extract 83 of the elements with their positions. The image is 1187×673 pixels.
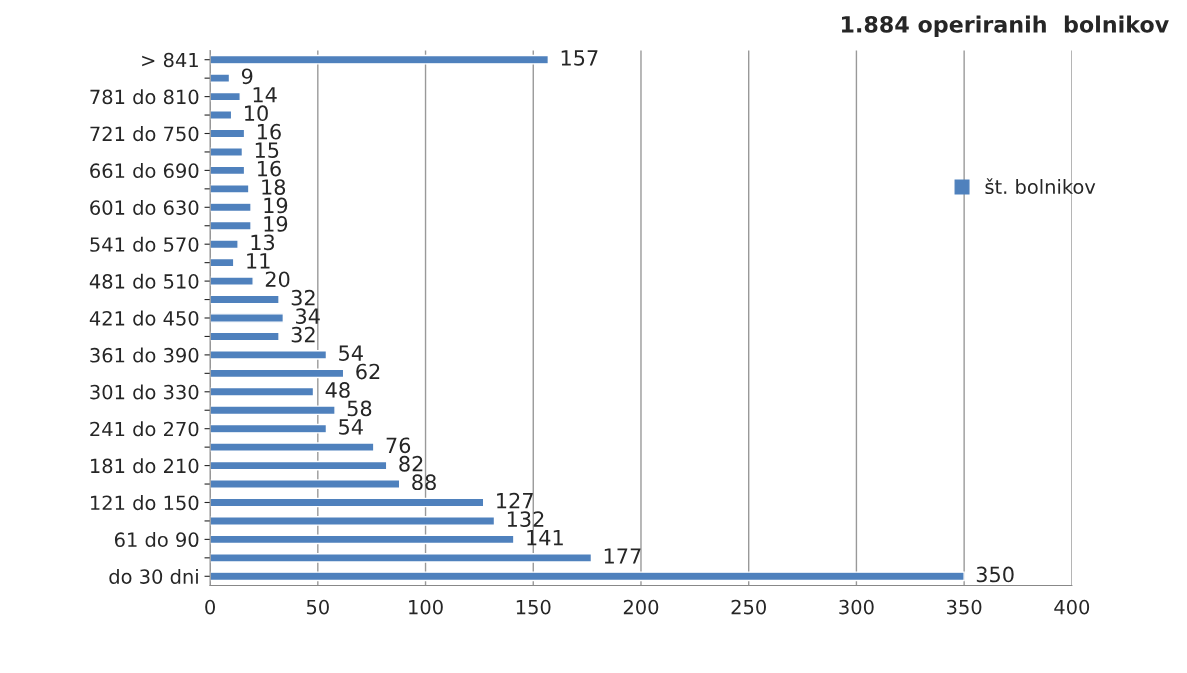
bar xyxy=(210,405,336,416)
bar xyxy=(210,202,252,213)
bar xyxy=(210,54,550,65)
bar xyxy=(210,331,280,342)
x-tick-label: 100 xyxy=(409,599,443,615)
data-label: 127 xyxy=(497,492,533,509)
data-label: 34 xyxy=(296,308,320,325)
x-tick-label: 50 xyxy=(306,599,329,615)
y-tick-label: 601 do 630 xyxy=(90,199,199,215)
bar xyxy=(210,147,244,157)
y-tick-label: 301 do 330 xyxy=(90,384,199,400)
y-tick-label: 121 do 150 xyxy=(90,495,199,511)
x-tick-label: 0 xyxy=(205,599,215,615)
y-tick-label: 421 do 450 xyxy=(89,310,199,326)
bar xyxy=(210,571,965,582)
y-tick-label: 541 do 570 xyxy=(90,236,199,252)
y-tick-label: 361 do 390 xyxy=(90,347,199,363)
bar xyxy=(210,479,401,489)
data-label: 19 xyxy=(264,197,288,214)
y-tick-label: > 841 xyxy=(142,52,198,68)
x-tick-label: 300 xyxy=(839,599,874,615)
bar xyxy=(210,313,285,323)
data-label: 19 xyxy=(264,216,288,232)
bar xyxy=(210,497,485,508)
chart-title: 1.884 operiranih bolnikov xyxy=(841,15,1169,38)
bar xyxy=(210,73,231,83)
data-label: 14 xyxy=(253,87,277,103)
data-label: 15 xyxy=(255,142,279,158)
bar xyxy=(210,110,233,120)
x-tick-label: 150 xyxy=(516,599,551,615)
bar xyxy=(210,368,345,379)
data-label: 177 xyxy=(604,548,641,564)
data-label: 13 xyxy=(251,234,275,251)
y-tick-label: 181 do 210 xyxy=(90,458,199,474)
data-label: 16 xyxy=(257,160,281,177)
data-label: 54 xyxy=(339,345,363,361)
bar xyxy=(210,516,496,526)
bar xyxy=(210,91,241,102)
x-tick-label: 350 xyxy=(947,599,982,615)
bar xyxy=(210,165,246,176)
x-tick-label: 200 xyxy=(623,599,659,615)
data-label: 48 xyxy=(325,382,350,398)
y-tick-label: 241 do 270 xyxy=(90,421,199,437)
y-tick-label: 481 do 510 xyxy=(89,273,199,289)
bar xyxy=(210,239,239,250)
data-label: 141 xyxy=(527,529,563,546)
x-tick-label: 250 xyxy=(731,599,766,615)
data-label: 62 xyxy=(356,363,380,380)
bar xyxy=(210,220,252,231)
bar xyxy=(210,183,250,194)
data-label: 82 xyxy=(399,455,423,472)
bar xyxy=(210,128,246,139)
y-tick-label: do 30 dni xyxy=(109,568,198,584)
data-label: 16 xyxy=(257,123,281,140)
x-tick-label: 400 xyxy=(1054,599,1090,615)
bar xyxy=(210,423,328,434)
bar xyxy=(210,460,388,471)
data-label: 32 xyxy=(291,326,315,343)
bar xyxy=(210,294,280,305)
data-label: 20 xyxy=(265,271,290,288)
bar xyxy=(210,552,593,563)
data-label: 350 xyxy=(976,566,1014,583)
data-label: 10 xyxy=(245,105,268,122)
bar xyxy=(210,534,515,545)
data-label: 88 xyxy=(412,474,436,491)
data-label: 18 xyxy=(262,179,286,195)
y-tick-label: 721 do 750 xyxy=(90,126,199,142)
bar xyxy=(210,350,328,360)
data-label: 76 xyxy=(386,437,411,454)
data-label: 58 xyxy=(347,400,372,417)
data-label: 32 xyxy=(291,289,315,306)
data-label: 157 xyxy=(561,50,598,66)
legend-label: št. bolnikov xyxy=(985,178,1096,195)
bar xyxy=(210,386,315,397)
data-label: 54 xyxy=(339,419,363,435)
data-label: 11 xyxy=(247,253,270,269)
data-label: 9 xyxy=(241,68,253,85)
data-label: 132 xyxy=(507,511,544,527)
y-tick-label: 781 do 810 xyxy=(90,89,199,105)
y-tick-label: 61 do 90 xyxy=(114,532,199,548)
bar xyxy=(210,276,254,286)
bar xyxy=(210,442,375,452)
y-tick-label: 661 do 690 xyxy=(90,163,199,179)
